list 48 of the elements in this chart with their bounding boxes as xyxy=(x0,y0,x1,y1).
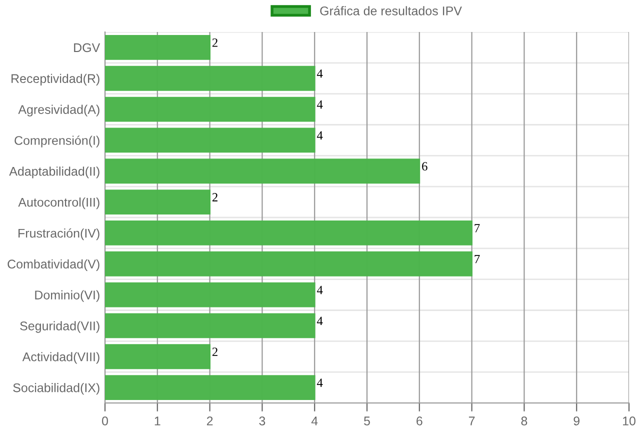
bar xyxy=(105,128,316,153)
y-tick-label: Combatividad(V) xyxy=(8,259,100,271)
data-label: 2 xyxy=(212,348,218,356)
x-tick-label: 3 xyxy=(259,416,266,426)
x-tick-label: 1 xyxy=(154,416,160,426)
data-label: 2 xyxy=(212,193,218,202)
bar xyxy=(105,313,316,338)
y-tick-label: Dominio(VI) xyxy=(35,290,100,302)
bar xyxy=(105,158,420,184)
y-tick-label: Receptividad(R) xyxy=(12,74,100,86)
y-tick-label: Seguridad(VII) xyxy=(20,321,100,333)
data-label: 4 xyxy=(316,100,323,109)
data-label: 7 xyxy=(474,254,480,264)
y-tick-label: Adaptabilidad(II) xyxy=(9,166,100,178)
x-tick-label: 5 xyxy=(364,416,370,426)
data-label: 4 xyxy=(316,378,323,387)
y-tick-label: Actividad(VIII) xyxy=(22,352,100,364)
bar xyxy=(105,190,210,214)
bar xyxy=(105,220,472,246)
data-label: 2 xyxy=(212,38,218,47)
bar xyxy=(105,375,316,400)
bar xyxy=(105,251,472,276)
x-tick-label: 9 xyxy=(574,416,580,426)
data-label: 4 xyxy=(316,69,323,78)
bar xyxy=(105,66,316,91)
y-tick-label: Comprensión(I) xyxy=(14,136,100,148)
bar xyxy=(105,282,316,308)
y-tick-label: Frustración(IV) xyxy=(18,228,100,240)
data-label: 4 xyxy=(316,286,323,294)
x-tick-label: 7 xyxy=(468,416,475,426)
bar xyxy=(105,96,316,122)
x-tick-label: 4 xyxy=(311,416,318,426)
y-tick-label: DGV xyxy=(74,43,100,52)
data-label: 7 xyxy=(474,224,480,232)
bar xyxy=(105,344,210,370)
x-tick-label: 10 xyxy=(623,416,636,426)
y-tick-label: Autocontrol(III) xyxy=(18,198,100,210)
x-tick-label: 8 xyxy=(521,416,528,426)
bar xyxy=(105,35,210,60)
data-label: 4 xyxy=(316,131,323,140)
x-tick-label: 2 xyxy=(206,416,213,426)
x-tick-label: 0 xyxy=(102,416,108,426)
y-tick-label: Agresividad(A) xyxy=(18,104,100,116)
legend-label: Gráfica de resultados IPV xyxy=(320,6,462,16)
data-label: 4 xyxy=(316,316,323,326)
data-label: 6 xyxy=(422,162,428,171)
x-tick-label: 6 xyxy=(416,416,422,426)
y-tick-label: Sociabilidad(IX) xyxy=(13,383,100,395)
